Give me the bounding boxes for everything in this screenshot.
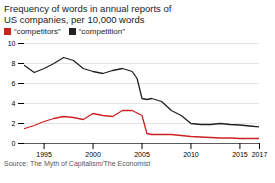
html-text:“competition”: “competition” — [78, 27, 125, 36]
svg-text:0: 0 — [12, 140, 16, 147]
svg-text:8: 8 — [12, 60, 16, 67]
svg-text:10: 10 — [8, 40, 16, 47]
svg-text:2: 2 — [12, 120, 16, 127]
svg-text:2015: 2015 — [232, 151, 248, 158]
svg-text:2010: 2010 — [183, 151, 199, 158]
svg-text:2005: 2005 — [134, 151, 150, 158]
html-text:Frequency of words in annual r: Frequency of words in annual reports of — [4, 3, 172, 14]
svg-text:2017: 2017 — [252, 151, 268, 158]
svg-text:4: 4 — [12, 100, 16, 107]
html-text:Source: The Myth of Capitalism: Source: The Myth of Capitalism/The Econo… — [4, 160, 151, 167]
html-text:“competitors”: “competitors” — [14, 27, 61, 36]
svg-text:1995: 1995 — [36, 151, 52, 158]
html-text:US companies, per 10,000 words: US companies, per 10,000 words — [4, 14, 145, 25]
svg-text:6: 6 — [12, 80, 16, 87]
svg-text:2000: 2000 — [85, 151, 101, 158]
